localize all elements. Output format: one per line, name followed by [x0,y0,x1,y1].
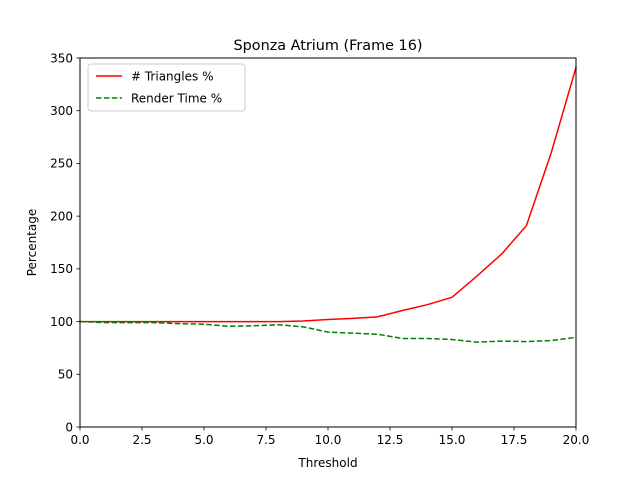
series-2-point [402,338,404,340]
series-2-point [501,340,503,342]
series-2-point [302,326,304,328]
x-tick-label: 2.5 [132,433,151,447]
legend-label-2: Render Time % [131,91,222,105]
series-2-point [154,322,156,324]
y-tick-label: 50 [58,368,73,382]
series-1-point [451,297,453,299]
series-1-point [327,319,329,321]
series-1-point [426,304,428,306]
series-2-point [178,323,180,325]
series-2-point [426,338,428,340]
y-tick-label: 300 [50,104,73,118]
legend-label-1: # Triangles % [131,69,213,83]
plot-area [80,58,576,427]
series-1-point [352,318,354,320]
y-tick-label: 200 [50,209,73,223]
x-tick-label: 0.0 [70,433,89,447]
chart-title: Sponza Atrium (Frame 16) [234,38,423,54]
legend: # Triangles % Render Time % [87,63,246,112]
series-1-point [526,225,528,227]
series-2-point [278,324,280,326]
plot-background [80,58,576,427]
y-axis-label: Percentage [25,209,39,277]
x-tick-label: 17.5 [501,433,528,447]
series-2-point [377,333,379,335]
series-2-point [352,332,354,334]
series-line-1 [79,66,577,323]
series-2-point [451,339,453,341]
series-1-point [501,253,503,255]
series-1-point [228,321,230,323]
series-1-point [402,310,404,312]
series-2-point [476,341,478,343]
series-2-point [526,341,528,343]
x-tick-label: 20.0 [563,433,590,447]
series-2-point [129,322,131,324]
series-1-point [377,316,379,318]
series-2-point [228,326,230,328]
series-2-point [327,331,329,333]
x-tick-label: 7.5 [256,433,275,447]
series-2-point [104,322,106,324]
series-1-point [278,321,280,323]
series-1-point [550,152,552,154]
x-axis-ticks: 0.0 2.5 5.0 7.5 10.0 12.5 15.0 17.5 20.0 [70,427,589,447]
x-tick-label: 5.0 [194,433,213,447]
series-1-point [476,275,478,277]
series-1-point [302,320,304,322]
series-1-point [253,321,255,323]
y-tick-label: 250 [50,157,73,171]
legend-box [87,63,246,112]
series-layer [79,66,577,343]
x-tick-label: 15.0 [439,433,466,447]
y-tick-label: 150 [50,262,73,276]
x-tick-label: 10.0 [315,433,342,447]
series-2-point [253,325,255,327]
series-1-point [203,321,205,323]
series-2-point [550,340,552,342]
x-axis-label: Threshold [297,456,357,470]
series-2-point [203,323,205,325]
y-axis-ticks: 0 50 100 150 200 250 300 350 [50,51,80,434]
y-tick-label: 0 [65,420,73,434]
series-line-2 [79,320,577,343]
series-1-point [178,321,180,323]
x-tick-label: 12.5 [377,433,404,447]
y-tick-label: 100 [50,315,73,329]
y-tick-label: 350 [50,51,73,65]
